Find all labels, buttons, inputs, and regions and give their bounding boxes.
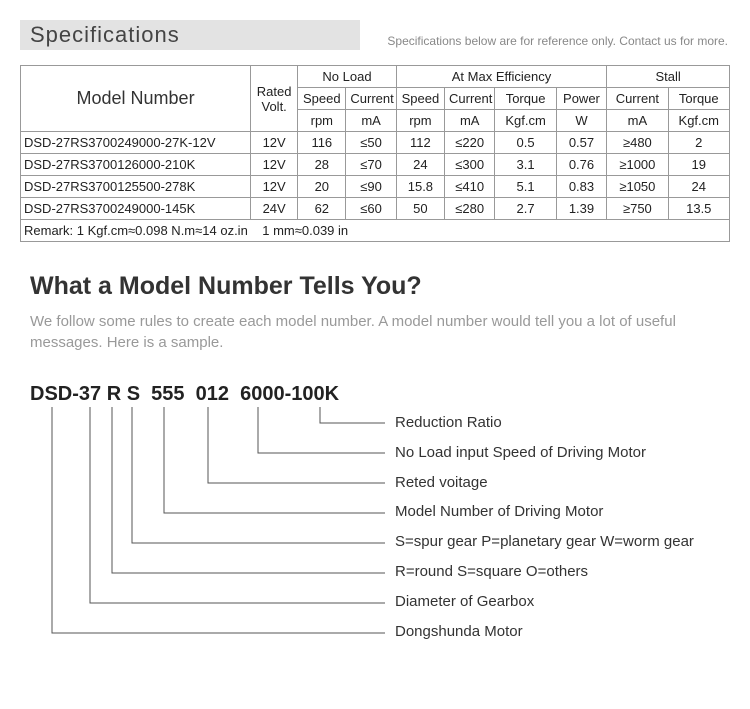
th-stcurrent: Current	[607, 88, 668, 110]
cell: ≥1050	[607, 176, 668, 198]
th-u-mespeed: rpm	[396, 110, 444, 132]
th-u-mecurrent: mA	[445, 110, 495, 132]
cell: ≤50	[346, 132, 396, 154]
section2-desc: We follow some rules to create each mode…	[30, 311, 720, 353]
th-u-nlspeed: rpm	[298, 110, 346, 132]
cell: 24	[668, 176, 729, 198]
cell: 0.57	[556, 132, 606, 154]
cell: 3.1	[495, 154, 556, 176]
cell: 0.83	[556, 176, 606, 198]
table-row: DSD-27RS3700249000-27K-12V12V116≤50112≤2…	[21, 132, 730, 154]
th-mespeed: Speed	[396, 88, 444, 110]
model-part: 100K	[291, 383, 339, 406]
model-number-section: What a Model Number Tells You? We follow…	[20, 272, 730, 663]
cell: 62	[298, 198, 346, 220]
cell: DSD-27RS3700125500-278K	[21, 176, 251, 198]
cell: 0.5	[495, 132, 556, 154]
th-stall: Stall	[607, 66, 730, 88]
th-noload: No Load	[298, 66, 397, 88]
cell: 50	[396, 198, 444, 220]
cell: 0.76	[556, 154, 606, 176]
cell: ≤90	[346, 176, 396, 198]
th-rated: Rated Volt.	[251, 66, 298, 132]
breakdown-label: Dongshunda Motor	[395, 624, 694, 639]
cell: ≥480	[607, 132, 668, 154]
cell: 2	[668, 132, 729, 154]
table-row: DSD-27RS3700126000-210K12V28≤7024≤3003.1…	[21, 154, 730, 176]
th-u-metorque: Kgf.cm	[495, 110, 556, 132]
th-maxeff: At Max Efficiency	[396, 66, 606, 88]
cell: 15.8	[396, 176, 444, 198]
model-part: S	[127, 383, 151, 406]
cell: 13.5	[668, 198, 729, 220]
remark: Remark: 1 Kgf.cm≈0.098 N.m≈14 oz.in 1 mm…	[21, 220, 730, 242]
cell: ≤280	[445, 198, 495, 220]
cell: 24	[396, 154, 444, 176]
cell: DSD-27RS3700249000-27K-12V	[21, 132, 251, 154]
cell: ≤300	[445, 154, 495, 176]
th-nlspeed: Speed	[298, 88, 346, 110]
th-nlcurrent: Current	[346, 88, 396, 110]
breakdown-lines	[30, 407, 390, 667]
th-u-mepower: W	[556, 110, 606, 132]
cell: 24V	[251, 198, 298, 220]
model-part: 37	[79, 383, 107, 406]
cell: DSD-27RS3700126000-210K	[21, 154, 251, 176]
cell: ≤70	[346, 154, 396, 176]
th-model: Model Number	[21, 66, 251, 132]
cell: ≥750	[607, 198, 668, 220]
cell: 19	[668, 154, 729, 176]
breakdown-label: Reted voitage	[395, 475, 694, 490]
table-row: DSD-27RS3700249000-145K24V62≤6050≤2802.7…	[21, 198, 730, 220]
breakdown-label: R=round S=square O=others	[395, 564, 694, 579]
cell: 20	[298, 176, 346, 198]
cell: ≤410	[445, 176, 495, 198]
cell: ≤220	[445, 132, 495, 154]
cell: 116	[298, 132, 346, 154]
th-u-stcurrent: mA	[607, 110, 668, 132]
cell: 12V	[251, 176, 298, 198]
cell: 112	[396, 132, 444, 154]
breakdown-label: Model Number of Driving Motor	[395, 504, 694, 519]
th-mepower: Power	[556, 88, 606, 110]
model-part: 012	[196, 383, 240, 406]
th-u-nlcurrent: mA	[346, 110, 396, 132]
model-breakdown: DSD-37 R S 555 012 6000-100K	[30, 383, 720, 663]
breakdown-label: Diameter of Gearbox	[395, 594, 694, 609]
table-row: DSD-27RS3700125500-278K12V20≤9015.8≤4105…	[21, 176, 730, 198]
model-part: 6000-	[240, 383, 291, 406]
spec-title: Specifications	[20, 22, 360, 48]
cell: ≥1000	[607, 154, 668, 176]
cell: DSD-27RS3700249000-145K	[21, 198, 251, 220]
th-sttorque: Torque	[668, 88, 729, 110]
cell: 2.7	[495, 198, 556, 220]
model-part: DSD-	[30, 383, 79, 406]
model-part: R	[107, 383, 127, 406]
th-metorque: Torque	[495, 88, 556, 110]
cell: 12V	[251, 132, 298, 154]
cell: 5.1	[495, 176, 556, 198]
th-mecurrent: Current	[445, 88, 495, 110]
breakdown-label: No Load input Speed of Driving Motor	[395, 445, 694, 460]
section2-title: What a Model Number Tells You?	[30, 272, 720, 301]
cell: 28	[298, 154, 346, 176]
model-part: 555	[151, 383, 195, 406]
spec-subtitle: Specifications below are for reference o…	[387, 34, 730, 50]
spec-table: Model Number Rated Volt. No Load At Max …	[20, 65, 730, 242]
breakdown-label: S=spur gear P=planetary gear W=worm gear	[395, 534, 694, 549]
breakdown-label: Reduction Ratio	[395, 415, 694, 430]
cell: ≤60	[346, 198, 396, 220]
th-u-sttorque: Kgf.cm	[668, 110, 729, 132]
spec-header: Specifications Specifications below are …	[20, 20, 730, 50]
cell: 12V	[251, 154, 298, 176]
cell: 1.39	[556, 198, 606, 220]
